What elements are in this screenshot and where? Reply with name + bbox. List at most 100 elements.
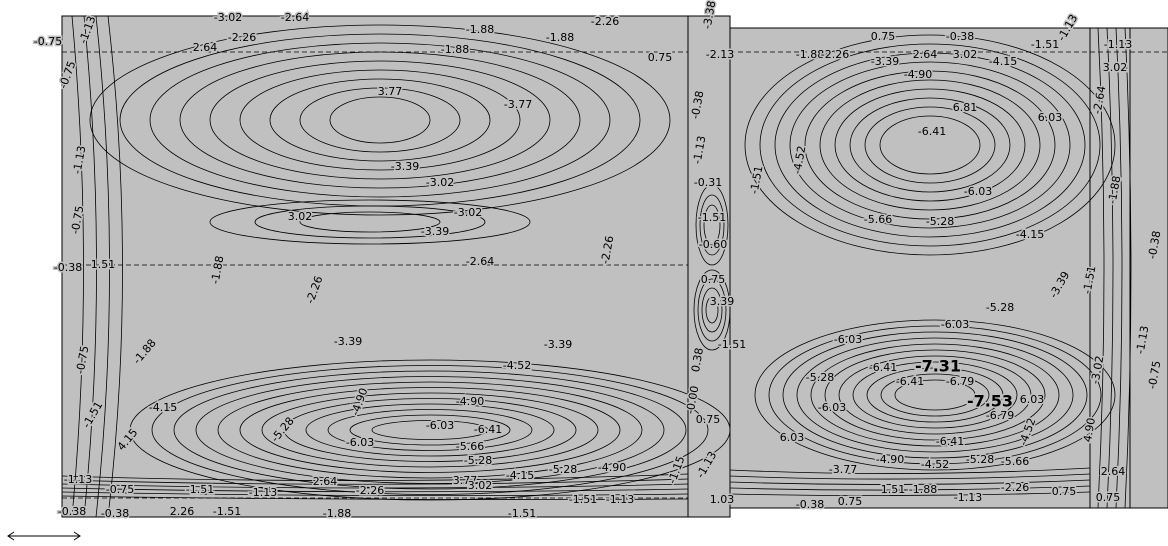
contour (1106, 27, 1114, 509)
contour-label: -0.75 (106, 483, 134, 496)
contour (782, 331, 1088, 459)
contour-label: 0.75 (701, 273, 726, 286)
contour-label: -1.51 (213, 505, 241, 518)
contour-label: 1.51 (91, 258, 116, 271)
contour (729, 467, 1091, 474)
contour-label: 2.64 (1101, 465, 1126, 478)
contour-label: -3.39 (334, 335, 362, 348)
contour (894, 379, 976, 411)
contour-label: 3.02 (953, 48, 978, 61)
contour (95, 15, 110, 518)
scale-arrow (7, 531, 81, 541)
contour-label: -0.75 (74, 345, 92, 375)
contour (239, 69, 521, 171)
contour-lines (61, 15, 1132, 518)
contour-label: -3.02 (454, 206, 482, 219)
contour (209, 60, 551, 180)
contour-label: -1.51 (508, 507, 536, 520)
contour (744, 34, 1116, 256)
contour-label: -6.79 (986, 409, 1014, 422)
contour-label: -6.03 (941, 318, 969, 331)
contour-label: -5.66 (1001, 455, 1029, 468)
contour-label: -3.02 (426, 176, 454, 189)
contour (269, 78, 491, 162)
contour (695, 184, 729, 266)
contour-label: -5.28 (806, 371, 834, 384)
contour-label: -2.26 (228, 31, 256, 44)
contour (254, 205, 486, 239)
contour-label: -4.90 (904, 68, 932, 81)
contour (217, 381, 643, 479)
contour (107, 15, 123, 518)
contour-label: -0.38 (101, 507, 129, 520)
contour-label: -4.52 (921, 458, 949, 471)
contour (754, 319, 1116, 471)
contour-label: -4.52 (503, 359, 531, 372)
contour (729, 485, 1091, 491)
contour-label: -3.39 (391, 160, 419, 173)
contour (149, 42, 611, 198)
contour-label: -0.38 (796, 498, 824, 511)
contour-label: -1.51 (698, 211, 726, 224)
contour (179, 51, 581, 189)
contour-label: 3.77 (453, 474, 478, 487)
contour-label: 6.03 (1038, 111, 1063, 124)
contour-label: 3.02 (1103, 61, 1128, 74)
contour-label: -1.51 (569, 493, 597, 506)
contour (852, 361, 1018, 429)
contour-label: -6.03 (818, 401, 846, 414)
contour-label: 3.02 (288, 210, 313, 223)
contour-label: -4.90 (598, 461, 626, 474)
contour-label: -4.15 (506, 469, 534, 482)
contour (849, 97, 1011, 193)
contour-label: 0.75 (648, 51, 673, 64)
contour-label: 0.75 (838, 495, 863, 508)
contour-label: -2.64 (281, 11, 309, 24)
contour (880, 373, 990, 417)
contour-label: -1.88 (796, 48, 824, 61)
contour-label: -2.26 (356, 484, 384, 497)
contour (864, 106, 996, 184)
contour-label: -2.26 (1001, 481, 1029, 494)
contour (329, 96, 431, 144)
contour-label: -5.28 (966, 453, 994, 466)
contour-label: 3.77 (378, 85, 403, 98)
contour-label: -1.51 (186, 483, 214, 496)
contour (705, 296, 719, 324)
contour-label: -4.15 (1016, 228, 1044, 241)
contour (61, 478, 689, 485)
contour-label: 6.81 (953, 101, 978, 114)
contour-label: 0.75 (871, 30, 896, 43)
contour (759, 43, 1101, 247)
contour-label: -3.39 (871, 55, 899, 68)
contour-label: -6.41 (918, 125, 946, 138)
contour (129, 359, 731, 501)
contour-label: -6.41 (896, 375, 924, 388)
contour-label: -1.13 (64, 473, 92, 486)
contour (61, 487, 689, 493)
contour (89, 24, 671, 216)
contour (173, 370, 687, 490)
contour (729, 479, 1091, 485)
contour-label: -0.75 (34, 35, 62, 48)
contour (804, 70, 1056, 220)
contour-label: -6.79 (946, 375, 974, 388)
contour (774, 52, 1086, 238)
contour (834, 88, 1026, 202)
contour (195, 376, 665, 484)
contour (61, 491, 689, 496)
contour-label: -4.90 (456, 395, 484, 408)
contour-label: -0.38 (54, 261, 82, 274)
contour (699, 194, 725, 256)
contour (299, 211, 441, 233)
contour-label: -1.88 (441, 43, 469, 56)
contour-label: -1.13 (1104, 38, 1132, 51)
contour (1124, 27, 1132, 509)
contour (283, 398, 577, 462)
contour-label: -6.03 (426, 419, 454, 432)
contour-label: 4.90 (1081, 417, 1098, 443)
contour (371, 420, 489, 440)
contour-label: -0.60 (699, 238, 727, 251)
contour-label: -5.28 (926, 215, 954, 228)
